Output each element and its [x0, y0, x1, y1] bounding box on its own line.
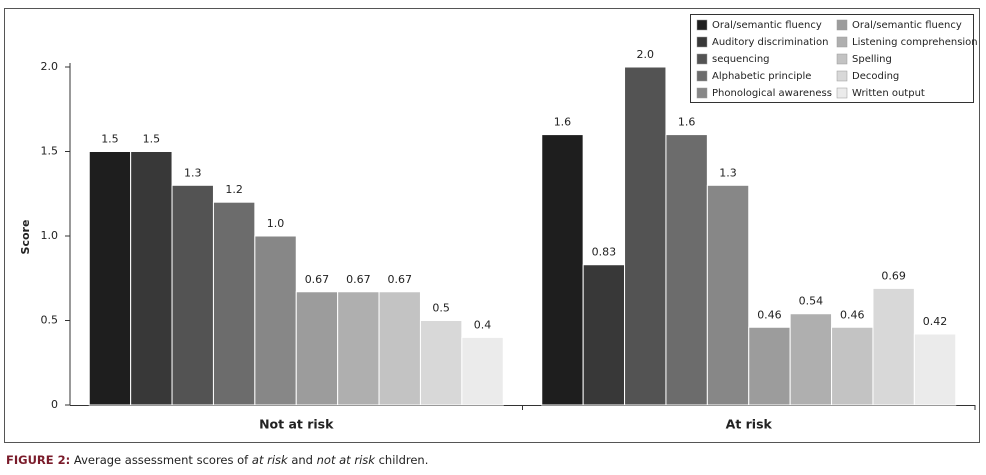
bar — [337, 291, 380, 406]
value-label: 1.5 — [143, 133, 161, 146]
caption-text: Average assessment scores of — [73, 453, 249, 467]
x-tick-label: Not at risk — [259, 417, 334, 432]
value-label: 0.54 — [799, 295, 824, 308]
legend-swatch — [836, 36, 848, 48]
legend-label: Phonological awareness — [712, 88, 832, 99]
bar — [706, 184, 750, 406]
legend-label: Decoding — [852, 71, 899, 82]
value-label: 1.5 — [101, 133, 119, 146]
bar — [295, 291, 339, 406]
chart: Score 0 0.5 1.0 1.5 2.0 Not at risk 1.5 1.5 1.3 1… — [4, 8, 980, 443]
caption: FIGURE 2: Average assessment scores of a… — [6, 453, 428, 467]
caption-text: children. — [378, 453, 429, 467]
bar — [130, 151, 173, 406]
legend-swatch — [836, 19, 848, 31]
legend-label: Oral/semantic fluency — [712, 20, 822, 31]
legend-label: Auditory discrimination — [712, 37, 828, 48]
caption-text: not at risk — [316, 453, 375, 467]
value-label: 2.0 — [637, 48, 655, 61]
value-label: 1.0 — [267, 217, 285, 230]
value-label: 0.83 — [592, 246, 617, 259]
bar — [872, 287, 915, 406]
value-label: 0.46 — [840, 308, 865, 321]
x-tick-label: At risk — [726, 417, 773, 432]
caption-text: at risk — [251, 453, 288, 467]
legend-label: Alphabetic principle — [712, 71, 811, 82]
bar — [831, 326, 874, 406]
value-label: 0.67 — [305, 273, 330, 286]
legend-swatch — [836, 53, 848, 65]
legend-label: Spelling — [852, 54, 892, 65]
legend-swatch — [696, 87, 708, 99]
frame — [4, 8, 980, 443]
y-axis-label: Score — [19, 220, 32, 255]
legend-swatch — [836, 87, 848, 99]
caption-text: and — [291, 453, 313, 467]
value-label: 1.2 — [225, 183, 243, 196]
legend-label: Oral/semantic fluency — [852, 20, 962, 31]
y-tick-label: 0 — [51, 398, 58, 411]
value-label: 1.3 — [184, 166, 202, 179]
bar — [913, 333, 957, 406]
legend-box — [690, 14, 974, 103]
bar — [582, 264, 626, 406]
y-tick-label: 2.0 — [41, 60, 59, 73]
legend-swatch — [836, 70, 848, 82]
bar — [171, 184, 214, 406]
y-tick-label: 1.0 — [41, 229, 59, 242]
value-label: 0.67 — [346, 273, 371, 286]
bar — [88, 151, 132, 406]
bar — [624, 66, 667, 406]
value-label: 0.69 — [881, 269, 906, 282]
value-label: 0.4 — [474, 318, 492, 331]
value-label: 1.3 — [719, 166, 737, 179]
bar — [461, 336, 504, 406]
legend-swatch — [696, 53, 708, 65]
value-label: 0.46 — [757, 308, 782, 321]
bar — [665, 134, 708, 406]
legend-label: sequencing — [712, 54, 770, 65]
value-label: 1.6 — [554, 116, 572, 129]
caption-label: FIGURE 2: — [6, 453, 71, 467]
value-label: 0.42 — [923, 315, 948, 328]
bar — [748, 326, 791, 406]
bar — [254, 235, 297, 406]
bar — [419, 320, 463, 406]
y-tick-label: 0.5 — [41, 314, 59, 327]
legend-swatch — [696, 19, 708, 31]
legend-swatch — [696, 70, 708, 82]
bar — [789, 313, 833, 406]
y-tick-label: 1.5 — [41, 145, 59, 158]
value-label: 0.5 — [432, 302, 450, 315]
legend-label: Listening comprehension — [852, 37, 978, 48]
bar — [541, 134, 584, 406]
value-label: 1.6 — [678, 116, 696, 129]
legend-swatch — [696, 36, 708, 48]
legend-label: Written output — [852, 88, 925, 99]
bar — [378, 291, 421, 406]
bar — [212, 201, 256, 406]
value-label: 0.67 — [388, 273, 413, 286]
